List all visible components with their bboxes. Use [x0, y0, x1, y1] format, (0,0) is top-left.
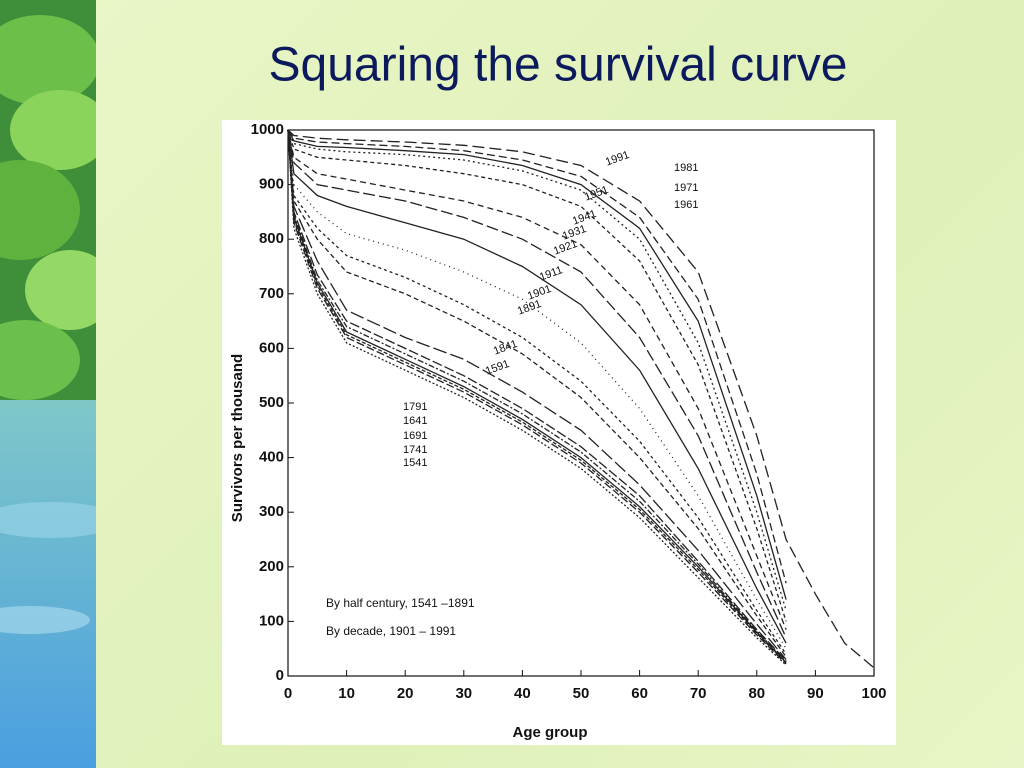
y-tick-label: 1000	[251, 121, 284, 138]
chart-title: Squaring the survival curve	[269, 39, 848, 92]
x-tick-label: 50	[573, 685, 590, 702]
series-label: 1981	[674, 162, 698, 174]
x-tick-label: 30	[455, 685, 472, 702]
series-line	[287, 129, 787, 664]
x-tick-label: 40	[514, 685, 531, 702]
series-line	[287, 129, 787, 611]
y-tick-label: 300	[259, 503, 284, 520]
y-tick-label: 200	[259, 558, 284, 575]
series-label: 1971	[674, 182, 698, 194]
x-tick-label: 20	[397, 685, 414, 702]
x-tick-label: 0	[284, 685, 292, 702]
series-label: 1791	[403, 401, 427, 413]
series-line	[287, 129, 787, 663]
series-line	[287, 129, 787, 644]
x-tick-label: 90	[807, 685, 824, 702]
series-line	[287, 129, 787, 600]
series-line	[287, 129, 787, 658]
series-label: 1541	[403, 457, 427, 469]
annotation: By decade, 1901 – 1991	[326, 624, 456, 638]
series-label: 1741	[403, 444, 427, 456]
x-axis-label: Age group	[513, 724, 588, 741]
series-label: 1641	[403, 415, 427, 427]
y-tick-label: 0	[276, 667, 284, 684]
y-tick-label: 800	[259, 230, 284, 247]
y-tick-label: 500	[259, 394, 284, 411]
y-tick-label: 900	[259, 176, 284, 193]
series-line	[287, 129, 787, 661]
series-line	[287, 129, 787, 630]
x-tick-label: 80	[748, 685, 765, 702]
series-line	[287, 129, 787, 655]
x-tick-label: 60	[631, 685, 648, 702]
series-line	[287, 129, 787, 666]
series-label: 1691	[403, 430, 427, 442]
series-line	[287, 129, 787, 663]
series-line	[287, 129, 787, 584]
leaf-panel	[0, 0, 96, 768]
y-tick-label: 100	[259, 612, 284, 629]
x-tick-label: 70	[690, 685, 707, 702]
y-tick-label: 700	[259, 285, 284, 302]
series-line	[287, 129, 787, 639]
x-tick-label: 10	[338, 685, 355, 702]
series-line	[287, 129, 875, 669]
x-tick-label: 100	[861, 685, 886, 702]
series-label: 1961	[674, 199, 698, 211]
annotation: By half century, 1541 –1891	[326, 596, 475, 610]
y-tick-label: 400	[259, 449, 284, 466]
series-line	[287, 129, 787, 665]
series-line	[287, 129, 787, 622]
y-axis-label: Survivors per thousand	[229, 354, 246, 522]
y-tick-label: 600	[259, 339, 284, 356]
series-line	[287, 129, 787, 662]
